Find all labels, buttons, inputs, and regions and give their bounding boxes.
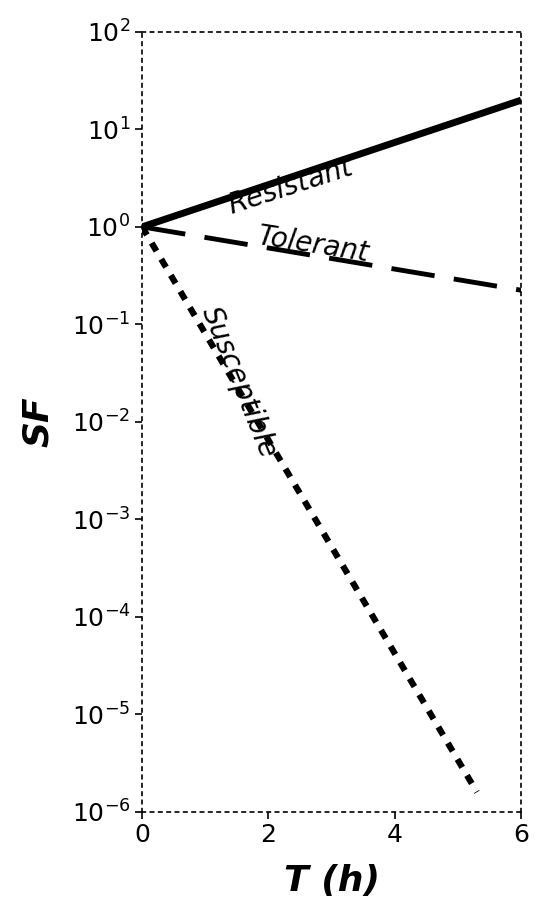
Text: Resistant: Resistant — [224, 153, 356, 220]
Text: Tolerant: Tolerant — [256, 221, 371, 267]
Text: Susceptible: Susceptible — [196, 303, 282, 462]
X-axis label: T (h): T (h) — [284, 864, 380, 898]
Y-axis label: SF: SF — [21, 396, 55, 448]
